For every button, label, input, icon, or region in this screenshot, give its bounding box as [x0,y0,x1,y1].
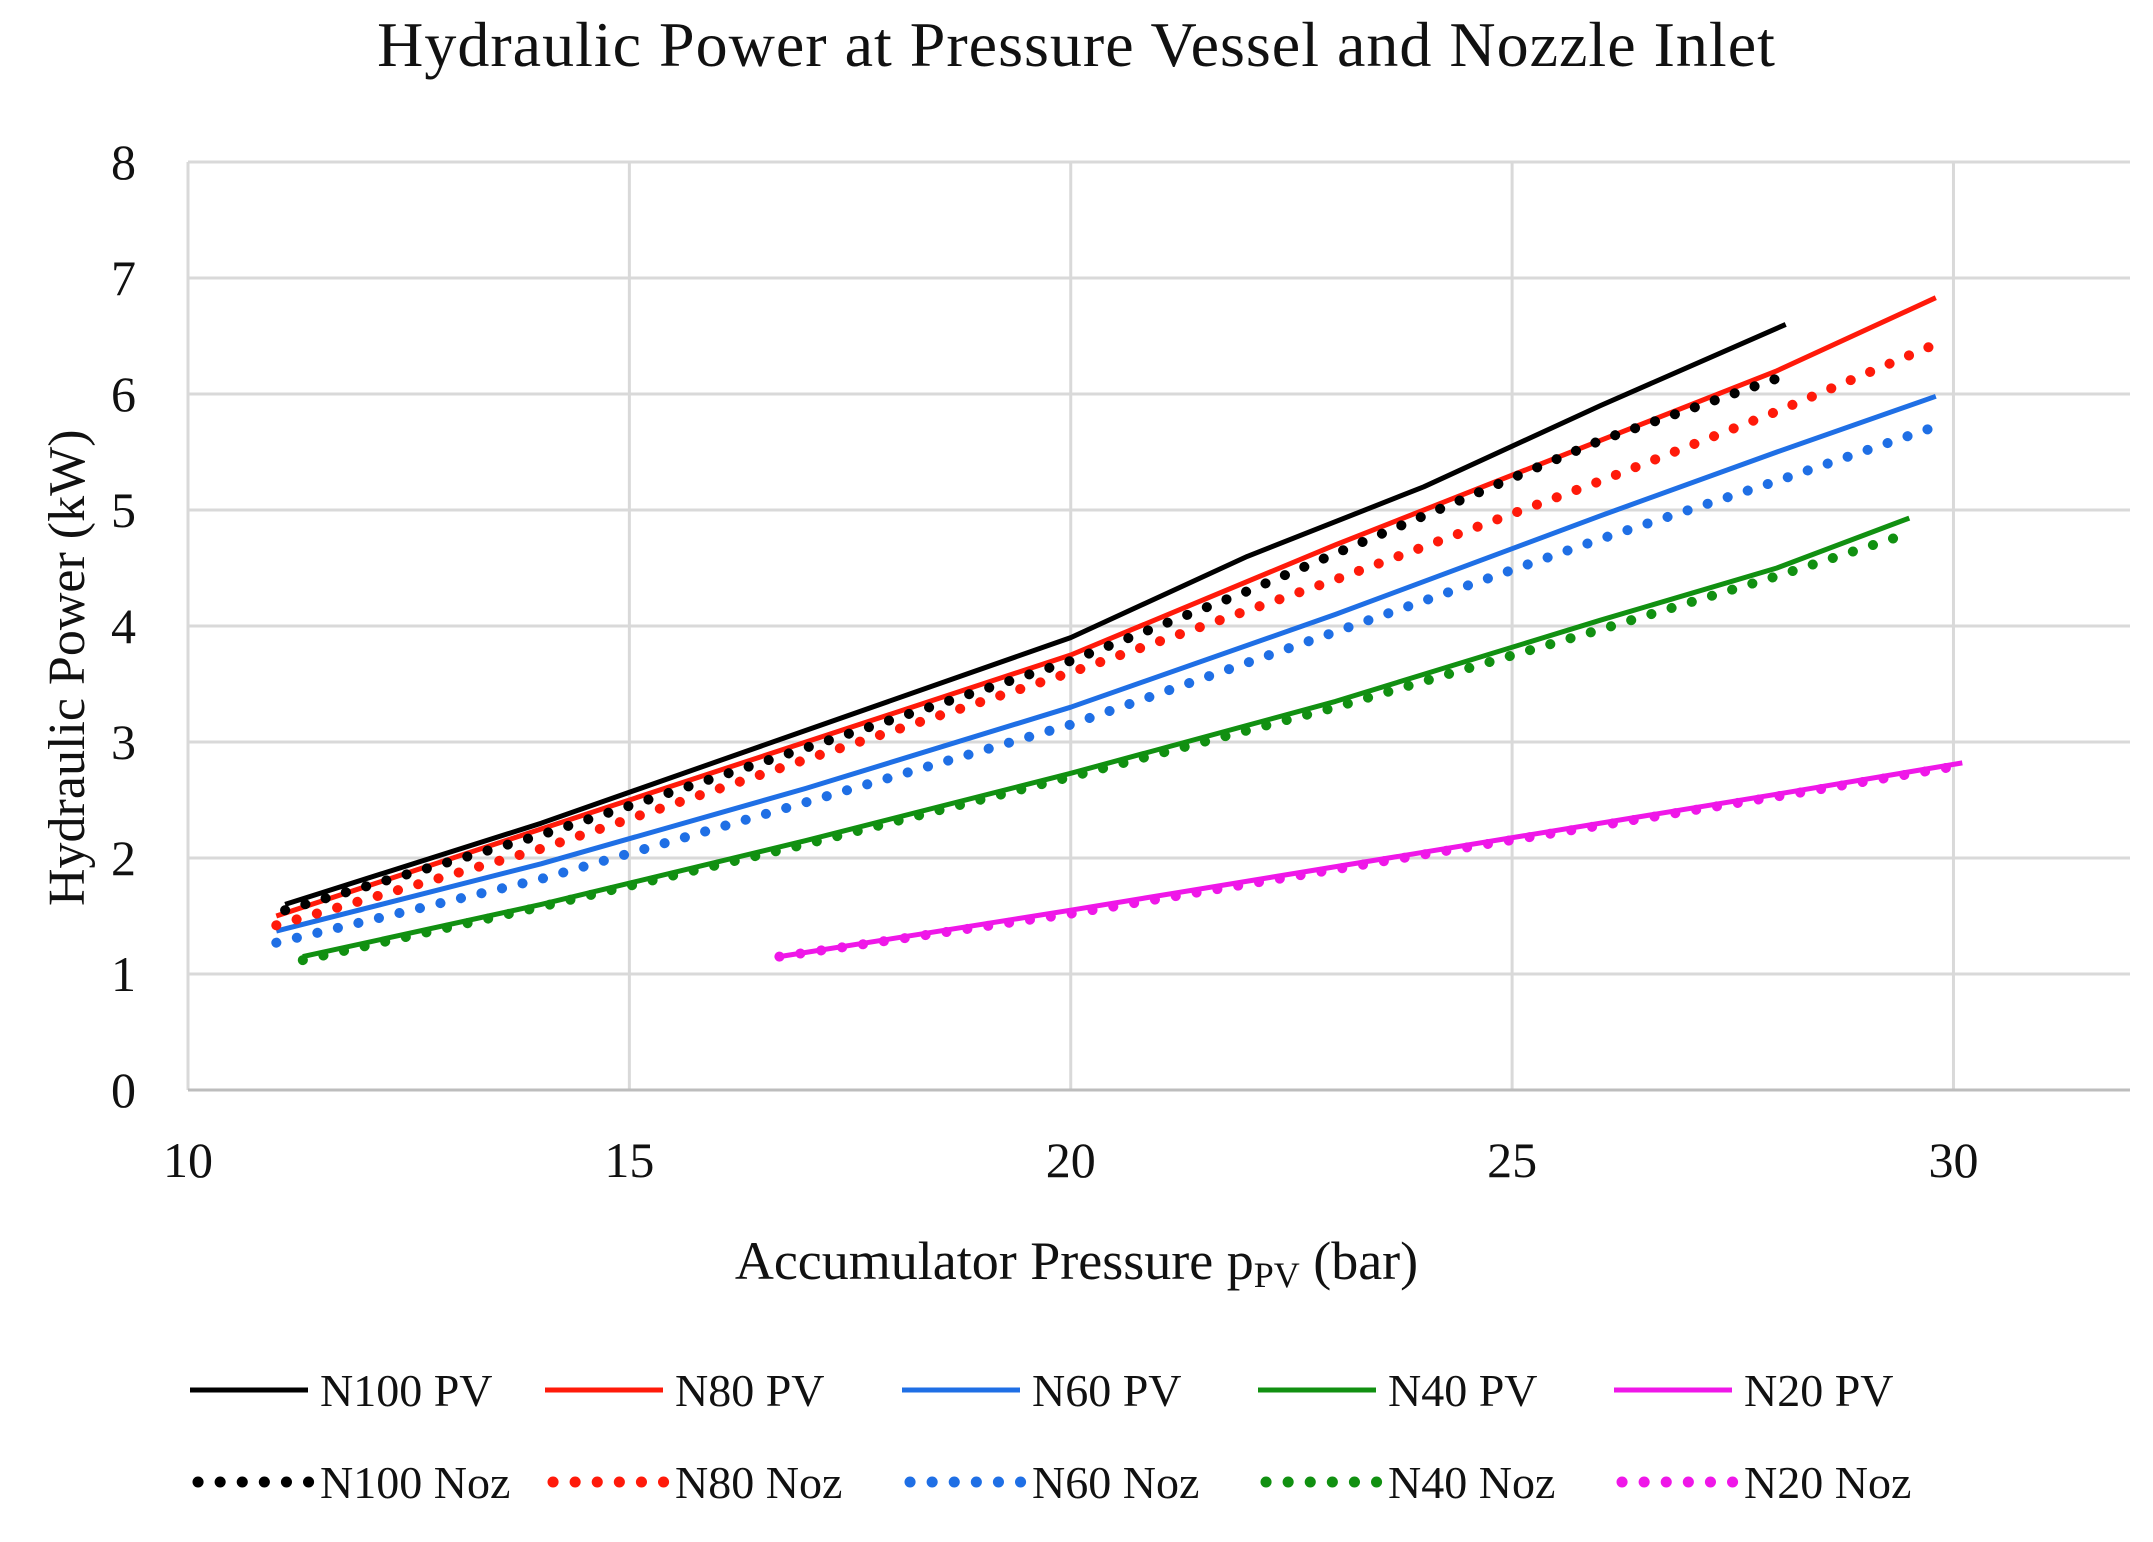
y-tick-label: 5 [111,482,136,538]
legend-swatch [1260,1476,1388,1488]
series-line-n80-noz [271,339,1941,931]
legend-swatch [904,1476,1032,1488]
legend-item: N80 Noz [545,1452,842,1512]
y-tick-label: 4 [111,598,136,654]
series-group [271,295,1968,966]
x-tick-label: 25 [1487,1132,1537,1188]
legend-swatch [1614,1387,1732,1393]
legend-item: N20 Noz [1614,1452,1911,1512]
legend-label: N100 PV [320,1364,493,1416]
legend-item: N60 PV [902,1360,1182,1420]
axes [186,162,2130,1092]
legend-item: N40 Noz [1258,1452,1555,1512]
legend-item: N60 Noz [902,1452,1199,1512]
series-line-n100-pv [284,322,1787,907]
y-tick-label: 7 [111,250,136,306]
legend-label: N80 PV [675,1364,825,1416]
x-tick-label: 15 [604,1132,654,1188]
y-tick-label: 2 [111,830,136,886]
x-tick-label: 30 [1928,1132,1978,1188]
series-line-n20-pv [779,760,1963,960]
legend-label: N60 Noz [1032,1456,1200,1508]
series-line-n60-pv [275,393,1937,934]
y-tick-label: 3 [111,714,136,770]
x-axis-label-text: Accumulator Pressure [734,1231,1214,1291]
grid [188,160,2130,1090]
legend-item: N20 PV [1614,1360,1894,1420]
series-line-n100-noz [280,370,1791,916]
tick-labels: 0 1 2 3 4 5 6 7 8 10 15 20 25 30 [111,134,1978,1188]
legend-swatch [545,1387,663,1393]
y-tick-label: 1 [111,946,136,1002]
legend-label: N20 Noz [1744,1456,1912,1508]
y-tick-label: 8 [111,134,136,190]
y-tick-label: 6 [111,366,136,422]
series-line-n20-noz [774,760,1968,962]
x-axis-label: Accumulator Pressure pPV (bar) [0,1230,2153,1296]
x-axis-label-symbol: p [1226,1231,1254,1291]
legend-swatch [902,1387,1020,1393]
legend-label: N100 Noz [320,1456,511,1508]
x-axis-label-unit: (bar) [1313,1231,1419,1291]
chart-title: Hydraulic Power at Pressure Vessel and N… [377,9,1776,80]
series-line-n80-pv [275,295,1937,919]
legend-item: N40 PV [1258,1360,1538,1420]
x-axis-label-subscript: PV [1253,1255,1300,1295]
legend-item: N80 PV [545,1360,825,1420]
y-axis-label: Hydraulic Power (kW) [39,429,96,906]
legend-label: N20 PV [1744,1364,1894,1416]
legend-label: N40 Noz [1388,1456,1556,1508]
legend-item: N100 Noz [190,1452,510,1512]
legend-swatch [1258,1387,1376,1393]
legend-label: N80 Noz [675,1456,843,1508]
series-line-n40-noz [297,528,1915,966]
series-line-n40-pv [302,515,1911,960]
series-line-n60-noz [271,421,1941,948]
legend-label: N40 PV [1388,1364,1538,1416]
legend-label: N60 PV [1032,1364,1182,1416]
legend-swatch [1616,1476,1744,1488]
legend-swatch [190,1387,308,1393]
legend-item: N100 PV [190,1360,493,1420]
y-tick-label: 0 [111,1062,136,1118]
x-tick-label: 20 [1046,1132,1096,1188]
legend-swatch [192,1476,320,1488]
x-tick-label: 10 [163,1132,213,1188]
legend-swatch [547,1476,675,1488]
